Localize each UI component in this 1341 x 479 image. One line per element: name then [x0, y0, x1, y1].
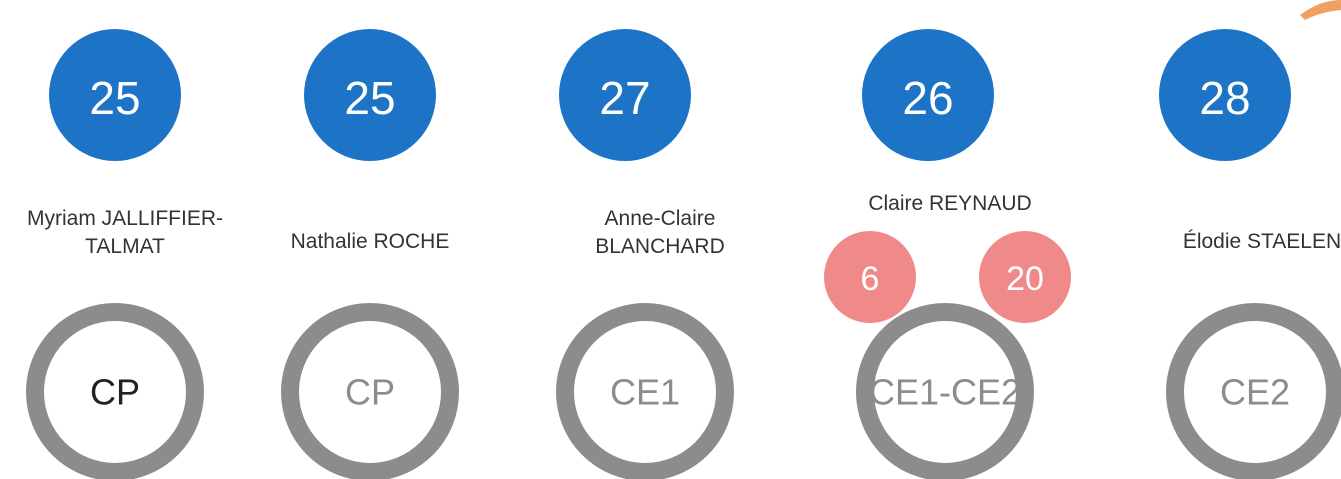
- count-label: 27: [599, 72, 650, 124]
- count-label: 25: [344, 72, 395, 124]
- decoration: [1300, 0, 1341, 20]
- sub-count-label: 20: [1006, 260, 1044, 298]
- sub-count-label: 6: [861, 260, 880, 298]
- teacher-name: Élodie STAELEN: [1152, 228, 1341, 256]
- page: 25 CP 25 CP 27 CE1 26 CE1-CE2 6 20 28 CE2 Myriam JA…: [0, 0, 1341, 479]
- class-label: CP: [90, 372, 140, 413]
- class-label: CE1-CE2: [869, 372, 1021, 413]
- teacher-name: Myriam JALLIFFIER-TALMAT: [15, 205, 235, 261]
- teacher-name: Anne-Claire BLANCHARD: [550, 205, 770, 261]
- count-label: 25: [89, 72, 140, 124]
- teacher-name: Nathalie ROCHE: [260, 228, 480, 256]
- count-label: 26: [902, 72, 953, 124]
- count-label: 28: [1199, 72, 1250, 124]
- class-label: CE1: [610, 372, 680, 413]
- teacher-name: Claire REYNAUD: [840, 190, 1060, 218]
- class-label: CP: [345, 372, 395, 413]
- class-label: CE2: [1220, 372, 1290, 413]
